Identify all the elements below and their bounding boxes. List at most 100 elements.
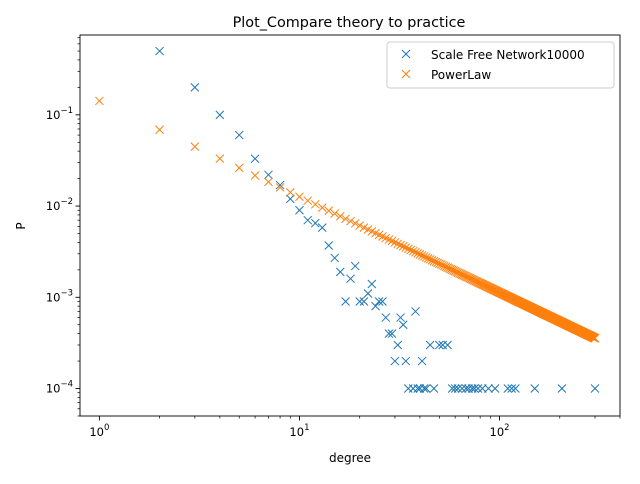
data-point-scale-free [401,356,411,366]
data-point-scale-free [341,297,350,306]
data-point-scale-free [295,205,304,215]
data-point-powerlaw [384,235,394,244]
data-point-scale-free [419,384,429,393]
data-point-scale-free [398,320,408,330]
y-axis-label: P [14,222,28,229]
data-point-scale-free [590,384,600,393]
data-point-powerlaw [403,244,413,254]
data-point-scale-free [421,384,431,393]
data-point-scale-free [507,384,517,393]
data-point-scale-free [408,384,418,393]
data-point-powerlaw [417,251,427,260]
data-point-scale-free [367,279,377,289]
data-point-scale-free [390,356,400,366]
data-point-scale-free [484,384,493,393]
data-point-powerlaw [285,187,295,197]
data-point-scale-free [413,384,423,393]
data-point-powerlaw [413,249,423,258]
data-point-scale-free [350,261,360,271]
data-point-powerlaw [350,219,360,228]
data-point-powerlaw [450,266,460,276]
data-point-powerlaw [190,142,200,152]
x-tick-label: 100 [89,423,109,439]
y-tick-label: 10−4 [46,380,73,396]
legend: Scale Free Network10000 PowerLaw [386,41,615,89]
data-point-scale-free [453,384,463,393]
x-tick-label: 102 [490,423,510,439]
data-point-powerlaw [295,192,304,202]
data-point-scale-free [285,194,295,204]
axes-frame [79,34,621,417]
data-point-powerlaw [452,267,461,277]
data-point-powerlaw [341,214,350,224]
data-point-powerlaw [155,125,164,135]
data-point-powerlaw [250,171,260,180]
data-point-scale-free [417,356,427,366]
data-point-powerlaw [264,177,273,187]
data-point-scale-free [363,289,373,298]
data-point-powerlaw [590,333,600,343]
data-point-scale-free [374,297,384,306]
data-point-scale-free [411,307,420,316]
data-point-scale-free [393,340,403,350]
data-point-scale-free [155,46,164,56]
data-point-powerlaw [303,196,313,206]
data-point-scale-free [461,384,471,393]
data-point-powerlaw [446,264,456,274]
data-point-scale-free [450,384,460,393]
legend-label-scale-free: Scale Free Network10000 [431,48,585,62]
y-tick-label: 10−3 [46,288,73,304]
data-point-scale-free [275,180,285,190]
legend-label-powerlaw: PowerLaw [431,68,491,82]
data-point-scale-free [477,384,487,393]
data-point-scale-free [473,384,483,393]
legend-box [386,41,615,89]
data-point-powerlaw [215,154,225,163]
data-point-scale-free [530,384,540,393]
axis-ticks: 100 101 102 10−4 10−3 10−2 10−1 [46,37,621,439]
data-point-scale-free [557,384,567,393]
data-point-powerlaw [317,203,327,213]
data-point-scale-free [378,297,387,306]
data-point-powerlaw [275,183,285,192]
data-point-scale-free [250,154,260,164]
chart-title: Plot_Compare theory to practice [233,15,466,31]
data-point-scale-free [457,384,467,393]
data-point-scale-free [425,340,435,350]
data-point-powerlaw [396,240,405,250]
data-point-scale-free [387,329,397,338]
data-point-scale-free [371,301,380,311]
data-point-scale-free [429,384,439,393]
data-point-scale-free [215,110,225,120]
data-point-powerlaw [310,199,320,209]
y-tick-label: 10−1 [46,106,73,122]
data-point-scale-free [190,83,200,92]
data-point-scale-free [384,329,394,338]
data-point-scale-free [434,340,444,350]
data-point-powerlaw [234,163,244,173]
legend-marker-scale-free [401,49,411,59]
data-point-scale-free [346,274,355,284]
data-point-scale-free [490,384,500,393]
data-point-powerlaw [346,216,355,226]
data-point-scale-free [234,130,244,140]
data-point-powerlaw [449,266,459,275]
data-point-scale-free [355,297,365,306]
data-point-powerlaw [398,242,408,251]
data-point-scale-free [330,253,340,263]
data-point-powerlaw [408,246,418,256]
data-point-scale-free [324,241,334,250]
data-point-powerlaw [447,265,457,275]
data-point-powerlaw [443,263,452,273]
data-point-scale-free [317,223,327,233]
data-point-scale-free [415,384,425,393]
data-point-scale-free [470,384,479,393]
data-point-powerlaw [415,250,425,259]
data-point-scale-free [303,215,313,225]
data-point-powerlaw [324,206,334,216]
data-point-powerlaw [390,238,400,247]
data-point-scale-free [503,384,513,393]
data-point-powerlaw [411,247,420,257]
plot-area [95,46,600,393]
